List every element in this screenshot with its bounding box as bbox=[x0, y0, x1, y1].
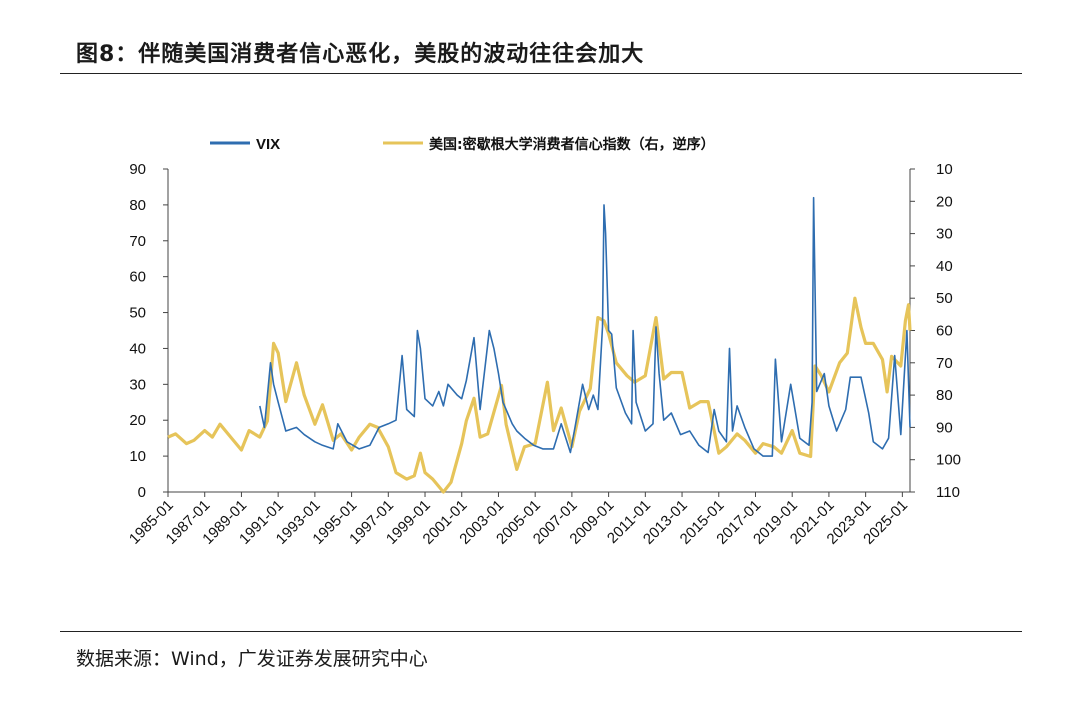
footer-divider bbox=[60, 631, 1022, 632]
left-tick-label: 80 bbox=[129, 197, 146, 214]
series-sentiment bbox=[167, 296, 912, 494]
sentiment-line bbox=[167, 296, 912, 494]
left-tick-label: 70 bbox=[129, 233, 146, 250]
left-tick-label: 50 bbox=[129, 305, 146, 322]
chart-legend: VIX 美国:密歇根大学消费者信心指数（右，逆序） bbox=[210, 136, 715, 153]
series-vix bbox=[259, 196, 911, 457]
right-tick-label: 90 bbox=[936, 419, 953, 436]
right-tick-label: 10 bbox=[936, 161, 953, 178]
chart-axes: 0 10 20 30 40 50 60 70 80 90 10 20 30 40 50 60 70 80 90 100… bbox=[126, 161, 961, 548]
left-tick-label: 0 bbox=[138, 484, 146, 501]
right-tick-label: 80 bbox=[936, 387, 953, 404]
left-tick-label: 60 bbox=[129, 269, 146, 286]
left-tick-label: 40 bbox=[129, 340, 146, 357]
right-tick-label: 100 bbox=[936, 452, 961, 469]
dual-axis-line-chart: VIX 美国:密歇根大学消费者信心指数（右，逆序） 0 10 20 30 40 50 60 7… bbox=[126, 136, 961, 548]
right-tick-label: 70 bbox=[936, 355, 953, 372]
right-tick-label: 110 bbox=[936, 484, 960, 501]
right-tick-label: 60 bbox=[936, 323, 953, 340]
legend-label-sentiment: 美国:密歇根大学消费者信心指数（右，逆序） bbox=[429, 136, 715, 153]
left-tick-label: 90 bbox=[129, 161, 146, 178]
right-tick-label: 40 bbox=[936, 258, 953, 275]
left-tick-label: 20 bbox=[129, 412, 146, 429]
vix-line bbox=[259, 196, 911, 457]
chart-title: 图8：伴随美国消费者信心恶化，美股的波动往往会加大 bbox=[76, 42, 645, 67]
left-tick-label: 30 bbox=[129, 376, 146, 393]
legend-label-vix: VIX bbox=[256, 136, 280, 153]
right-tick-label: 30 bbox=[936, 226, 953, 243]
title-divider bbox=[60, 73, 1022, 74]
right-tick-label: 20 bbox=[936, 193, 953, 210]
left-tick-label: 10 bbox=[129, 448, 146, 465]
right-tick-label: 50 bbox=[936, 290, 953, 307]
data-source-note: 数据来源：Wind，广发证券发展研究中心 bbox=[76, 648, 428, 670]
